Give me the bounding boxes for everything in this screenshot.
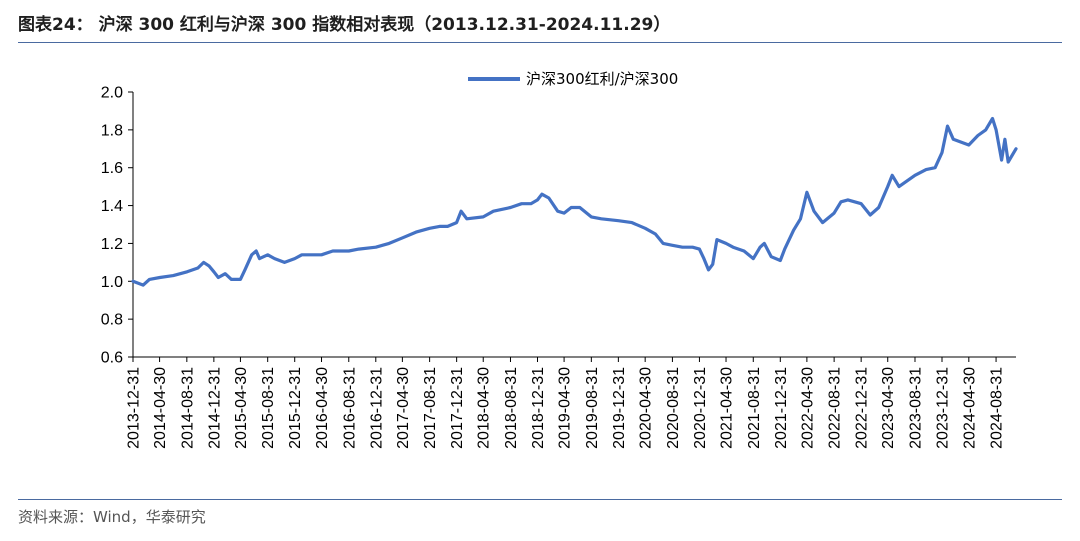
series-layer xyxy=(131,116,1018,287)
x-axis: 2013-12-31 2014-04-30 2014-08-31 2014-12-31… xyxy=(126,356,1016,449)
line-chart: 0.6 0.8 1.0 1.2 1.4 1.6 1.8 2.0 2013-12-31 2014-… xyxy=(101,70,1018,449)
x-tick-label: 2019-12-31 xyxy=(611,367,628,449)
x-tick-label: 2014-08-31 xyxy=(179,367,196,449)
page-title: 图表24： 沪深 300 红利与沪深 300 指数相对表现（2013.12.31… xyxy=(18,15,671,35)
y-tick-label: 2.0 xyxy=(101,85,123,102)
x-tick-label: 2021-12-31 xyxy=(773,367,790,449)
y-tick-label: 1.4 xyxy=(101,198,123,215)
x-tick-label: 2020-04-30 xyxy=(638,367,655,449)
x-tick-label: 2015-12-31 xyxy=(287,367,304,449)
x-tick-label: 2022-12-31 xyxy=(854,367,871,449)
footer-divider xyxy=(18,499,1062,500)
x-tick-label: 2018-04-30 xyxy=(476,367,493,449)
title-divider xyxy=(18,42,1062,43)
x-tick-label: 2016-12-31 xyxy=(368,367,385,449)
y-tick-label: 0.8 xyxy=(101,312,123,329)
x-tick-label: 2024-04-30 xyxy=(961,367,978,449)
x-tick-label: 2023-12-31 xyxy=(935,367,952,449)
x-tick-label: 2015-04-30 xyxy=(233,367,250,449)
legend-label: 沪深300红利/沪深300 xyxy=(526,70,678,88)
x-tick-label: 2016-04-30 xyxy=(314,367,331,449)
y-tick-label: 1.6 xyxy=(101,160,123,177)
x-tick-label: 2016-08-31 xyxy=(341,367,358,449)
x-tick-label: 2014-04-30 xyxy=(152,367,169,449)
y-tick-label: 1.2 xyxy=(101,236,123,253)
x-tick-label: 2013-12-31 xyxy=(126,367,143,449)
x-tick-label: 2018-12-31 xyxy=(530,367,547,449)
y-tick-label: 0.6 xyxy=(101,350,123,367)
x-tick-label: 2021-04-30 xyxy=(719,367,736,449)
source-note: 资料来源：Wind，华泰研究 xyxy=(18,508,206,526)
x-tick-label: 2024-08-31 xyxy=(989,367,1006,449)
x-tick-label: 2020-12-31 xyxy=(692,367,709,449)
x-tick-label: 2021-08-31 xyxy=(746,367,763,449)
x-tick-label: 2020-08-31 xyxy=(665,367,682,449)
x-tick-label: 2017-08-31 xyxy=(422,367,439,449)
x-tick-label: 2019-04-30 xyxy=(557,367,574,449)
y-tick-label: 1.8 xyxy=(101,122,123,139)
x-tick-label: 2014-12-31 xyxy=(206,367,223,449)
x-tick-label: 2023-04-30 xyxy=(880,367,897,449)
x-tick-label: 2018-08-31 xyxy=(503,367,520,449)
x-tick-label: 2023-08-31 xyxy=(907,367,924,449)
x-tick-label: 2017-04-30 xyxy=(395,367,412,449)
y-axis: 0.6 0.8 1.0 1.2 1.4 1.6 1.8 2.0 xyxy=(101,85,134,367)
x-tick-label: 2022-04-30 xyxy=(799,367,816,449)
x-tick-label: 2022-08-31 xyxy=(827,367,844,449)
legend: 沪深300红利/沪深300 xyxy=(468,70,678,88)
y-tick-label: 1.0 xyxy=(101,274,123,291)
x-tick-label: 2017-12-31 xyxy=(449,367,466,449)
x-tick-label: 2015-08-31 xyxy=(260,367,277,449)
x-tick-label: 2019-08-31 xyxy=(584,367,601,449)
series-line xyxy=(131,116,1018,287)
